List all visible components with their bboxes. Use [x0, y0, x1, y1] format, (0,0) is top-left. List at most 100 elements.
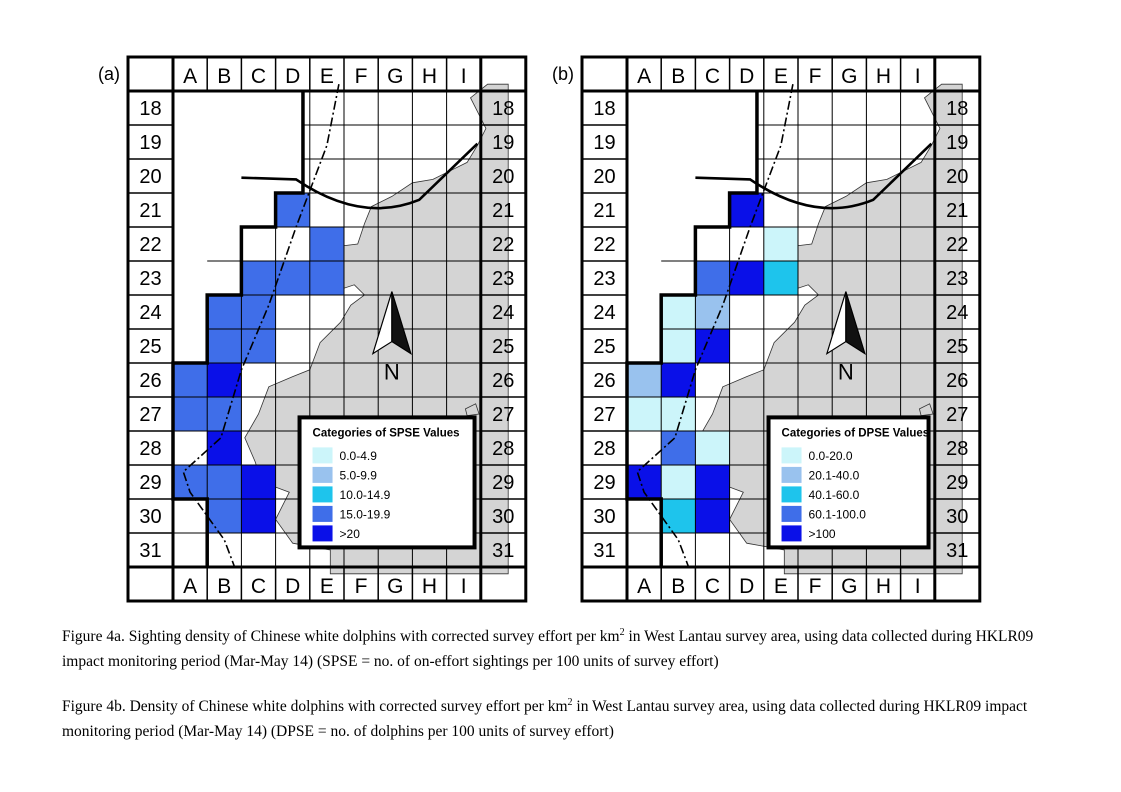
row-label-left: 23 [139, 268, 161, 290]
column-label-top: F [355, 65, 368, 88]
row-label-left: 20 [139, 166, 161, 188]
shipping-channel-line [182, 84, 340, 568]
column-label-bottom: I [915, 575, 921, 598]
row-label-left: 23 [593, 268, 615, 290]
density-cell-B26 [207, 363, 242, 397]
map-frame [126, 55, 528, 603]
column-label-bottom: D [285, 575, 300, 598]
density-cell-A29 [173, 465, 208, 499]
figure-4b-caption: Figure 4b. Density of Chinese white dolp… [62, 690, 1072, 744]
legend-label: 5.0-9.9 [340, 468, 378, 482]
row-label-right: 25 [492, 336, 514, 358]
legend-swatch [781, 505, 802, 522]
legend-swatch [312, 447, 333, 464]
figure-4a-caption-text-end: in West Lantau survey area, using data c… [62, 628, 1034, 671]
density-cell-A26 [173, 363, 208, 397]
row-label-left: 24 [593, 302, 615, 324]
figure-4a-caption: Figure 4a. Sighting density of Chinese w… [62, 620, 1072, 674]
row-label-left: 19 [139, 132, 161, 154]
row-label-left: 21 [593, 200, 615, 222]
column-label-bottom: H [876, 575, 891, 598]
shipping-channel-line [636, 84, 794, 568]
density-cell-C23 [695, 261, 730, 295]
row-label-left: 30 [139, 506, 161, 528]
density-cell-B28 [661, 431, 696, 465]
column-label-bottom: C [251, 575, 266, 598]
small-island [464, 403, 480, 417]
small-island [918, 403, 934, 417]
legend-label: 10.0-14.9 [340, 488, 391, 502]
density-cell-A27 [627, 397, 662, 431]
row-label-right: 21 [492, 200, 514, 222]
row-label-right: 23 [492, 268, 514, 290]
legend-swatch [781, 525, 802, 542]
column-label-bottom: D [739, 575, 754, 598]
density-cell-C23 [241, 261, 276, 295]
column-label-bottom: E [774, 575, 788, 598]
row-label-right: 31 [946, 540, 968, 562]
row-label-left: 25 [593, 336, 615, 358]
north-arrow-icon [825, 291, 866, 355]
column-label-top: I [915, 65, 921, 88]
row-label-left: 22 [593, 234, 615, 256]
column-label-top: C [251, 65, 266, 88]
column-label-top: E [774, 65, 788, 88]
row-label-left: 24 [139, 302, 161, 324]
figure-4b-caption-text-end: in West Lantau survey area, using data c… [62, 698, 1028, 741]
survey-area-boundary [625, 91, 759, 567]
legend-label: 40.1-60.0 [809, 488, 860, 502]
figure-4a-caption-text: Figure 4a. Sighting density of Chinese w… [62, 628, 620, 646]
panel-tag: (a) [98, 64, 120, 84]
column-label-bottom: F [355, 575, 368, 598]
column-label-top: D [739, 65, 754, 88]
legend-swatch [312, 525, 333, 542]
legend-swatch [312, 466, 333, 483]
density-cell-E23 [309, 261, 344, 295]
row-label-left: 18 [593, 98, 615, 120]
column-label-bottom: G [841, 575, 857, 598]
column-label-top: D [285, 65, 300, 88]
legend-title: Categories of SPSE Values [313, 427, 460, 439]
density-cell-B29 [661, 465, 696, 499]
density-cell-A29 [627, 465, 662, 499]
panel-tag: (b) [552, 64, 574, 84]
legend-swatch [312, 505, 333, 522]
density-cell-A27 [173, 397, 208, 431]
row-label-left: 22 [139, 234, 161, 256]
row-label-right: 20 [946, 166, 968, 188]
density-cell-B26 [661, 363, 696, 397]
row-label-right: 20 [492, 166, 514, 188]
legend-label: >20 [340, 527, 361, 541]
column-label-top: C [705, 65, 720, 88]
row-label-right: 24 [946, 302, 968, 324]
column-label-top: F [809, 65, 822, 88]
legend-swatch [781, 447, 802, 464]
legend-label: 15.0-19.9 [340, 507, 391, 521]
legend-label: 20.1-40.0 [809, 468, 860, 482]
row-label-right: 26 [946, 370, 968, 392]
density-cell-C30 [695, 499, 730, 533]
density-cell-C25 [241, 329, 276, 363]
density-cell-B24 [207, 295, 242, 329]
row-label-right: 30 [946, 506, 968, 528]
row-label-left: 26 [593, 370, 615, 392]
density-cell-E22 [763, 227, 798, 261]
row-label-right: 28 [492, 438, 514, 460]
row-label-right: 27 [946, 404, 968, 426]
figure-4a-caption-superscript: 2 [619, 627, 625, 638]
density-cell-B30 [207, 499, 242, 533]
row-label-left: 18 [139, 98, 161, 120]
legend-label: 0.0-4.9 [340, 449, 378, 463]
row-label-right: 22 [492, 234, 514, 256]
row-label-right: 30 [492, 506, 514, 528]
row-label-left: 28 [139, 438, 161, 460]
column-label-bottom: B [217, 575, 231, 598]
row-label-left: 20 [593, 166, 615, 188]
column-label-bottom: E [320, 575, 334, 598]
density-cell-B28 [207, 431, 242, 465]
density-cell-D23 [729, 261, 764, 295]
column-label-top: E [320, 65, 334, 88]
row-label-right: 21 [946, 200, 968, 222]
